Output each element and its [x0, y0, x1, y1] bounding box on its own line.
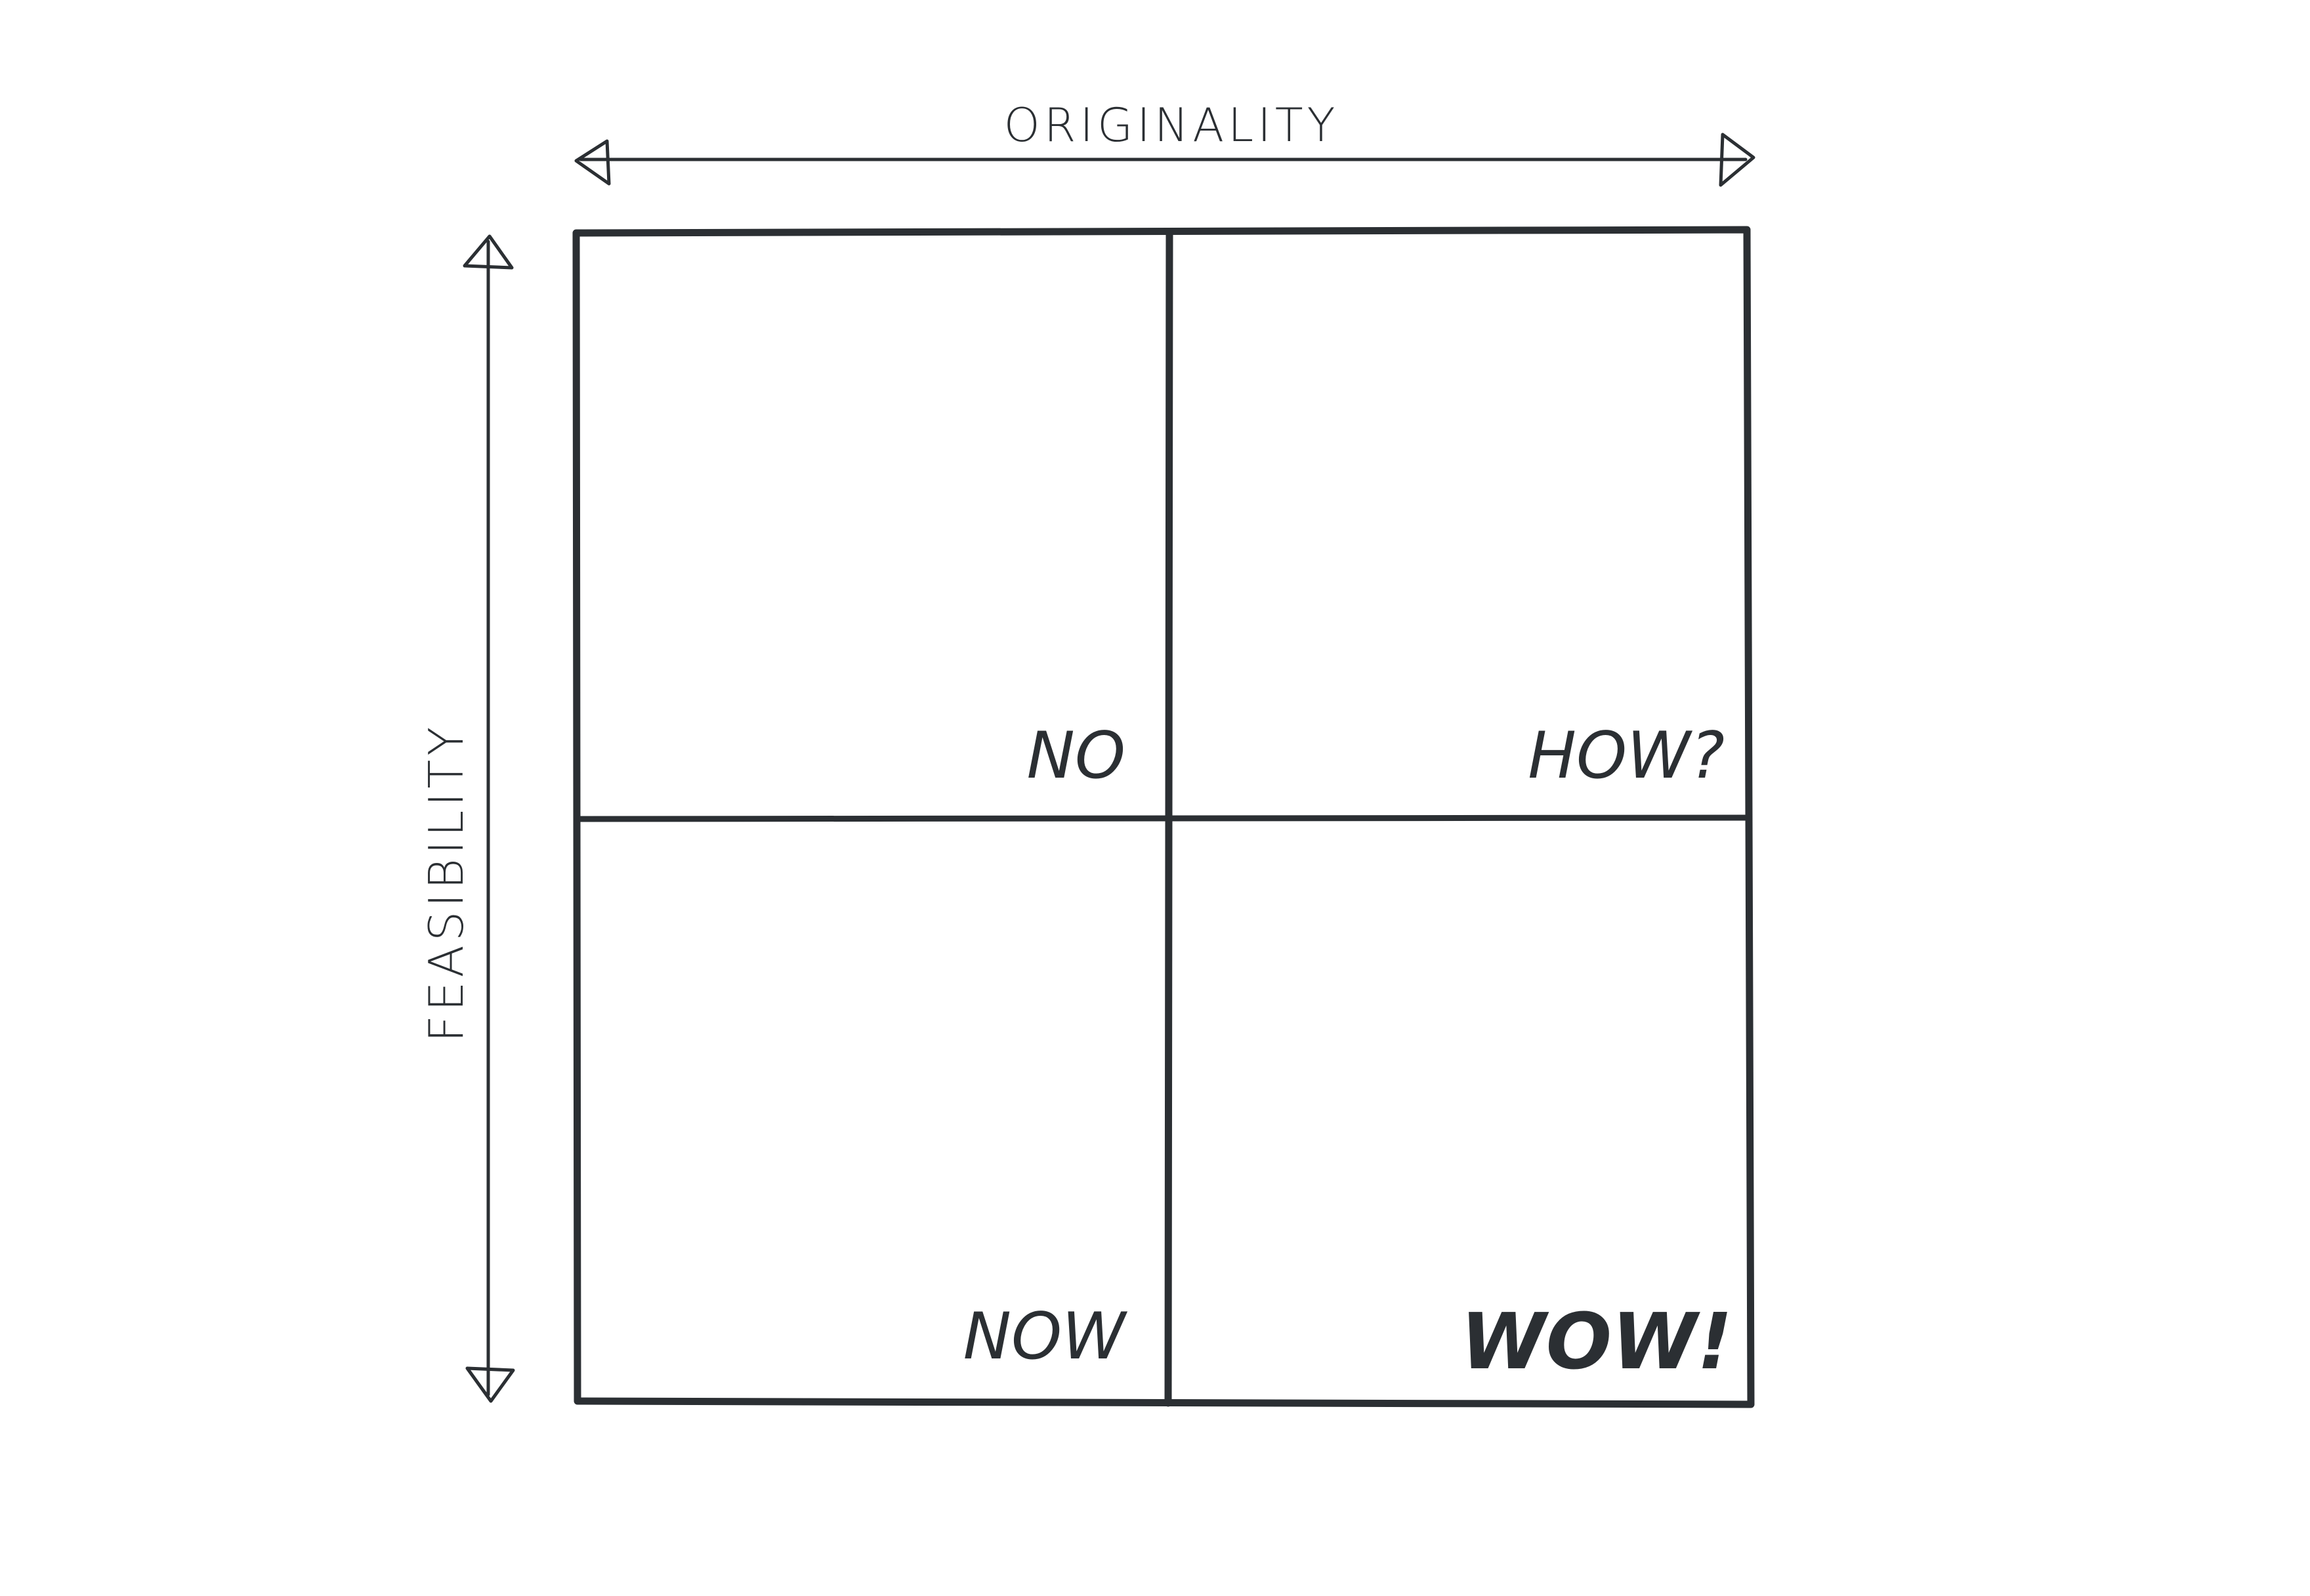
matrix-dividers — [574, 229, 1752, 1407]
x-axis-label: ORIGINALITY — [1004, 98, 1339, 152]
quadrant-bottom-right-label: WOW! — [1461, 1296, 1732, 1387]
quadrant-top-left-label: NO — [1027, 719, 1125, 793]
y-axis-label: FEASIBILITY — [419, 723, 474, 1043]
matrix-frame — [572, 226, 1755, 1408]
x-axis-arrow — [574, 133, 1755, 187]
quadrant-top-right-label: HOW? — [1528, 719, 1725, 793]
quadrant-bottom-left-label: NOW — [963, 1299, 1127, 1374]
y-axis-arrow — [463, 234, 515, 1403]
